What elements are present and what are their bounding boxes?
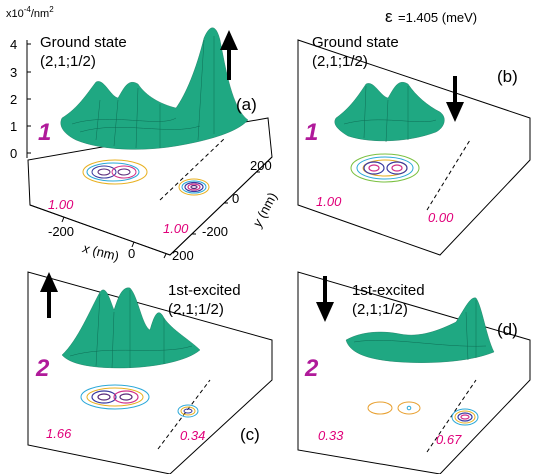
density-surface — [334, 82, 445, 142]
right-dot-value: 0.67 — [436, 432, 462, 447]
epsilon-symbol: ε — [385, 7, 393, 26]
z-tick: 4 — [10, 37, 17, 52]
quantum-numbers: (2,1;1/2) — [352, 301, 408, 318]
spin-up-arrow-icon — [40, 272, 58, 318]
state-index: 2 — [304, 355, 319, 382]
state-index: 1 — [305, 119, 318, 146]
x-axis — [29, 204, 171, 256]
y-axis — [169, 156, 273, 256]
contour-left — [82, 159, 148, 185]
panel-c: 1st-excited (2,1;1/2) (c) 2 1.66 0.34 — [27, 271, 273, 474]
panel-b: Ground state (2,1;1/2) (b) 1 1.00 0.00 — [297, 34, 531, 256]
epsilon-value: =1.405 (meV) — [398, 10, 477, 25]
spin-down-arrow-icon — [446, 76, 464, 122]
x-tick: 200 — [172, 248, 194, 263]
contour-left — [80, 384, 150, 410]
z-tick: 0 — [10, 146, 17, 161]
contour-right — [177, 404, 199, 418]
y-axis-label: y (nm) — [249, 190, 280, 230]
spin-up-arrow-icon — [220, 30, 238, 80]
left-dot-value: 1.66 — [46, 426, 72, 441]
right-dot-value: 0.00 — [428, 210, 454, 225]
z-tick: 3 — [10, 65, 17, 80]
z-tick: 1 — [10, 119, 17, 134]
panel-letter: (c) — [240, 425, 260, 444]
z-tick: 2 — [10, 92, 17, 107]
z-axis-multiplier: x10-4/nm2 — [6, 5, 54, 20]
state-label: 1st-excited — [168, 282, 241, 299]
contour-left — [350, 153, 420, 183]
state-label: Ground state — [40, 34, 127, 51]
y-tick: 200 — [250, 158, 272, 173]
left-dot-value: 0.33 — [318, 428, 344, 443]
contour-right — [178, 178, 210, 196]
panel-letter: (b) — [497, 67, 518, 86]
spin-down-arrow-icon — [316, 276, 334, 322]
y-tick: 0 — [232, 191, 239, 206]
base-plane — [27, 271, 273, 474]
right-dot-value: 1.00 — [163, 221, 189, 236]
panel-letter: (d) — [497, 320, 518, 339]
base-plane — [297, 271, 531, 474]
left-dot-value: 1.00 — [316, 194, 342, 209]
density-surface — [345, 297, 495, 363]
x-axis-label: x (nm) — [80, 240, 120, 264]
panel-a: 4 3 2 1 0 Ground state (2,1;1/2) (a — [10, 27, 280, 264]
state-index: 1 — [38, 119, 51, 146]
contour-left — [367, 401, 421, 415]
density-surface — [61, 287, 201, 369]
panel-d: 1st-excited (2,1;1/2) (d) 2 0.33 0.67 — [297, 271, 531, 474]
quantum-numbers: (2,1;1/2) — [312, 53, 368, 70]
panel-letter: (a) — [236, 95, 257, 114]
quantum-numbers: (2,1;1/2) — [168, 301, 224, 318]
x-tick: 0 — [128, 246, 135, 261]
quantum-numbers: (2,1;1/2) — [40, 53, 96, 70]
x-tick: -200 — [48, 224, 74, 239]
right-dot-value: 0.34 — [180, 428, 205, 443]
state-index: 2 — [35, 355, 50, 382]
contour-right — [451, 408, 479, 426]
y-tick: -200 — [202, 224, 228, 239]
density-surface — [60, 27, 249, 150]
state-label: 1st-excited — [352, 282, 425, 299]
base-plane — [297, 39, 531, 256]
left-dot-value: 1.00 — [48, 197, 74, 212]
state-label: Ground state — [312, 34, 399, 51]
